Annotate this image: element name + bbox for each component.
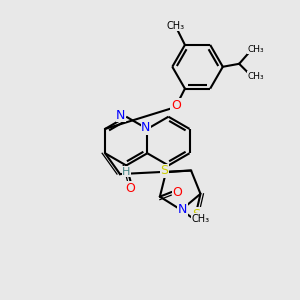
Text: N: N xyxy=(178,203,188,217)
Text: CH₃: CH₃ xyxy=(191,214,210,224)
Text: O: O xyxy=(172,186,182,199)
Text: S: S xyxy=(192,208,200,221)
Text: CH₃: CH₃ xyxy=(247,72,264,81)
Text: O: O xyxy=(171,98,181,112)
Text: H: H xyxy=(122,167,131,177)
Text: O: O xyxy=(126,182,136,195)
Text: N: N xyxy=(141,121,151,134)
Text: N: N xyxy=(116,109,126,122)
Text: S: S xyxy=(160,164,169,177)
Text: CH₃: CH₃ xyxy=(247,45,264,54)
Text: CH₃: CH₃ xyxy=(167,21,185,31)
